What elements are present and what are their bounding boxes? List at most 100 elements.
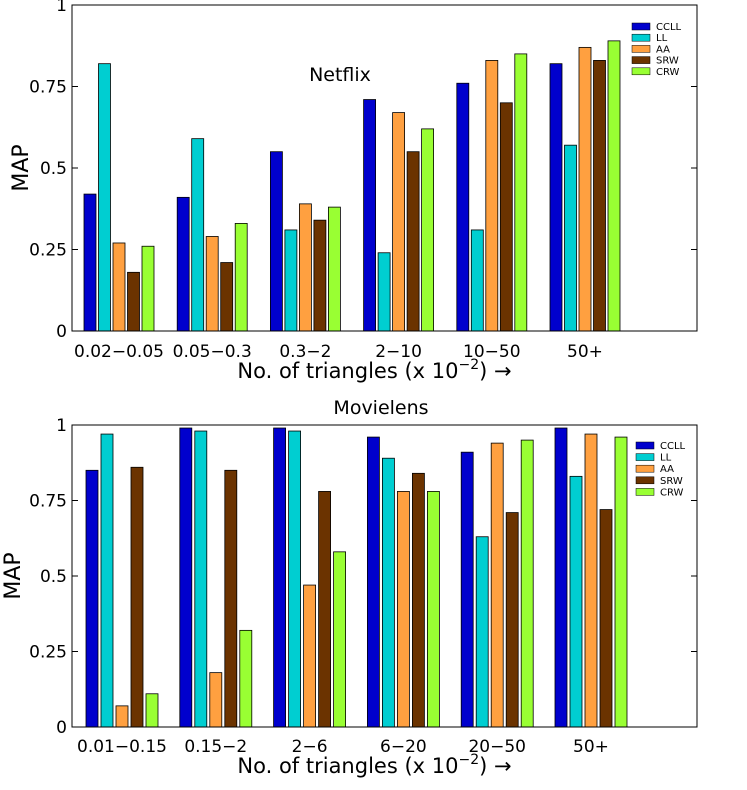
bar-aa-3 [303,584,317,728]
bar-ll-1 [100,433,114,728]
bar-crw-5 [514,53,528,332]
bar-crw-4 [421,128,435,332]
legend-label-srw: SRW [656,56,679,67]
legend-swatch-srw [635,476,655,485]
legend-swatch-ll [635,453,655,461]
y-tick-label: 1 [56,416,67,436]
legend-label-srw: SRW [660,476,683,487]
legend-label-ccll: CCLL [656,22,682,33]
bar-crw-6 [607,40,621,332]
legend-label-crw: CRW [660,487,684,498]
x-tick-label: 50+ [573,737,609,757]
legend-label-ll: LL [656,33,668,44]
x-tick-label: 50+ [567,342,603,362]
bar-crw-6 [614,436,628,728]
bar-srw-2 [220,262,234,332]
legend-label-ll: LL [660,453,672,464]
x-tick-label: 0.3−2 [279,342,331,362]
y-tick-label: 0.5 [40,159,67,179]
bar-srw-2 [224,469,238,728]
bar-srw-4 [406,151,420,332]
bar-crw-3 [333,551,347,728]
bar-ll-3 [288,430,302,728]
legend-swatch-aa [635,464,655,473]
bar-ccll-4 [363,99,377,332]
bar-ll-1 [98,63,111,332]
bar-aa-6 [584,433,598,728]
y-tick-label: 0.75 [29,78,67,98]
x-tick-label: 20−50 [468,737,526,757]
x-tick-label: 2−6 [292,737,328,757]
bar-aa-4 [392,112,406,332]
bar-srw-6 [593,60,606,332]
bar-ccll-3 [273,427,287,728]
bar-ccll-5 [456,82,470,332]
legend-label-aa: AA [656,44,670,55]
bar-ll-4 [377,252,391,332]
bar-srw-1 [130,466,144,728]
x-tick-label: 0.15−2 [184,737,247,757]
bar-ccll-6 [549,63,563,332]
bar-ll-6 [569,475,583,728]
bar-aa-4 [396,491,410,728]
bar-ccll-3 [269,151,283,332]
bar-crw-1 [141,245,155,332]
legend-swatch-ccll [631,22,651,31]
bar-crw-3 [327,206,341,332]
chart-panel-2: 0 0.25 0.5 0.75 1 0.01−0.15 0.15−2 2−6 6−20 20−50… [1,397,698,778]
y-tick-label: 0 [56,322,67,342]
bar-srw-6 [599,509,613,728]
legend-swatch-ll [631,33,651,42]
bar-aa-1 [112,242,126,332]
bar-ccll-2 [179,427,193,728]
bar-srw-3 [313,219,327,332]
bar-crw-5 [520,439,534,728]
y-tick-label: 0 [56,718,67,738]
x-axis-label: No. of triangles (x 10−2) → [237,752,511,778]
bar-aa-5 [485,60,499,332]
chart-title: Movielens [333,397,428,419]
chart-title: Netflix [309,64,371,86]
bar-srw-3 [318,491,332,728]
bar-ccll-1 [83,193,97,332]
bar-ccll-2 [176,196,190,332]
y-axis-label: MAP [1,552,26,599]
legend-swatch-ccll [635,441,655,450]
bar-srw-1 [127,271,140,332]
bar-srw-5 [499,102,513,332]
bar-crw-2 [234,223,248,332]
bar-ll-3 [284,229,298,332]
bar-aa-3 [298,203,312,332]
legend-swatch-crw [631,67,651,76]
bar-ll-4 [381,457,395,728]
y-axis-label: MAP [9,144,34,191]
bar-aa-2 [205,236,219,332]
legend-label-ccll: CCLL [660,441,686,452]
y-tick-label: 0.25 [29,643,67,663]
y-tick-label: 0.25 [29,241,67,261]
x-tick-label: 0.01−0.15 [77,737,167,757]
legend-swatch-srw [631,56,651,64]
bar-srw-5 [505,512,519,728]
legend-swatch-crw [635,488,655,496]
bar-ccll-4 [366,436,380,728]
bar-crw-2 [239,629,253,728]
x-axis-label: No. of triangles (x 10−2) → [237,357,511,383]
x-tick-label: 6−20 [380,737,427,757]
x-tick-label: 2−10 [375,342,422,362]
y-tick-label: 0.75 [29,492,67,512]
chart-panel-1: 0 0.25 0.5 0.75 1 0.02−0.05 0.05−0.3 0.3−2 2−10 1… [9,0,698,383]
y-tick-label: 1 [56,0,67,16]
bar-crw-4 [426,491,440,728]
y-tick-label: 0.5 [40,567,67,587]
bar-srw-4 [411,472,425,728]
bar-ccll-1 [85,469,99,728]
bar-ll-5 [475,536,489,728]
bar-aa-5 [490,442,504,728]
x-tick-label: 0.02−0.05 [74,342,164,362]
bar-aa-2 [209,672,223,728]
legend-label-crw: CRW [656,67,680,78]
